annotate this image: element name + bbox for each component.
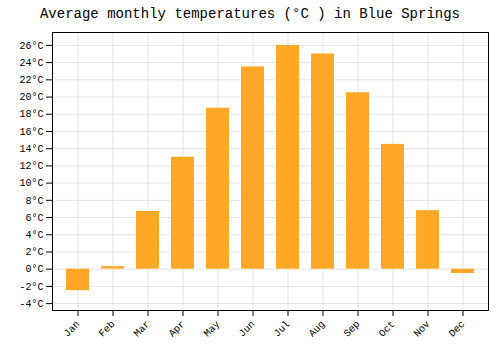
svg-text:4°C: 4°C — [25, 230, 43, 241]
svg-text:18°C: 18°C — [19, 109, 43, 120]
svg-text:Oct: Oct — [377, 319, 398, 340]
svg-text:8°C: 8°C — [25, 196, 43, 207]
svg-text:Jul: Jul — [272, 319, 293, 340]
svg-text:22°C: 22°C — [19, 75, 43, 86]
svg-text:26°C: 26°C — [19, 41, 43, 52]
svg-text:-4°C: -4°C — [19, 299, 43, 310]
svg-text:Feb: Feb — [97, 319, 118, 340]
svg-text:Aug: Aug — [307, 319, 328, 340]
svg-text:Jun: Jun — [237, 319, 258, 340]
svg-text:12°C: 12°C — [19, 161, 43, 172]
svg-text:Sep: Sep — [342, 319, 363, 340]
svg-text:24°C: 24°C — [19, 58, 43, 69]
svg-text:0°C: 0°C — [25, 264, 43, 275]
html-text:Average monthly temperatures (: Average monthly temperatures (°C ) in Bl… — [40, 6, 460, 22]
svg-text:May: May — [202, 319, 223, 340]
svg-text:20°C: 20°C — [19, 92, 43, 103]
svg-text:-2°C: -2°C — [19, 282, 43, 293]
svg-text:14°C: 14°C — [19, 144, 43, 155]
svg-text:Mar: Mar — [132, 319, 153, 340]
svg-text:10°C: 10°C — [19, 178, 43, 189]
svg-text:16°C: 16°C — [19, 127, 43, 138]
svg-text:Nov: Nov — [412, 319, 433, 340]
svg-text:6°C: 6°C — [25, 213, 43, 224]
svg-text:Dec: Dec — [447, 319, 468, 340]
svg-text:Apr: Apr — [167, 319, 188, 340]
svg-text:2°C: 2°C — [25, 247, 43, 258]
svg-text:Jan: Jan — [62, 319, 83, 340]
